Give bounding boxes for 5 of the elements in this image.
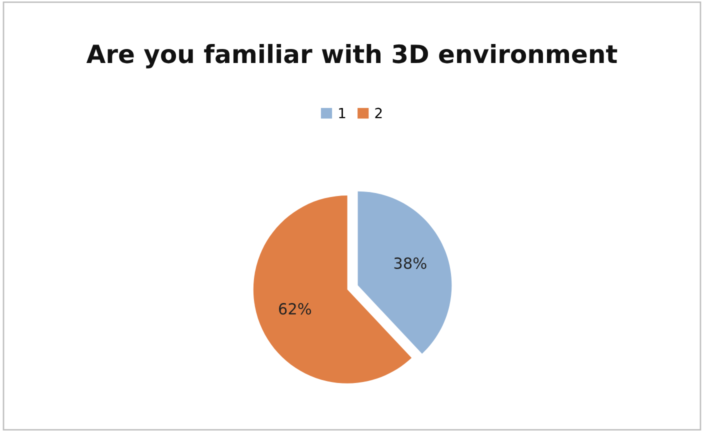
chart-title: Are you familiar with 3D environment [86, 44, 618, 68]
data-label: 38% [394, 257, 426, 269]
data-label: 62% [279, 303, 312, 315]
legend-label: 2 [375, 108, 382, 118]
legend-label: 1 [339, 108, 346, 118]
